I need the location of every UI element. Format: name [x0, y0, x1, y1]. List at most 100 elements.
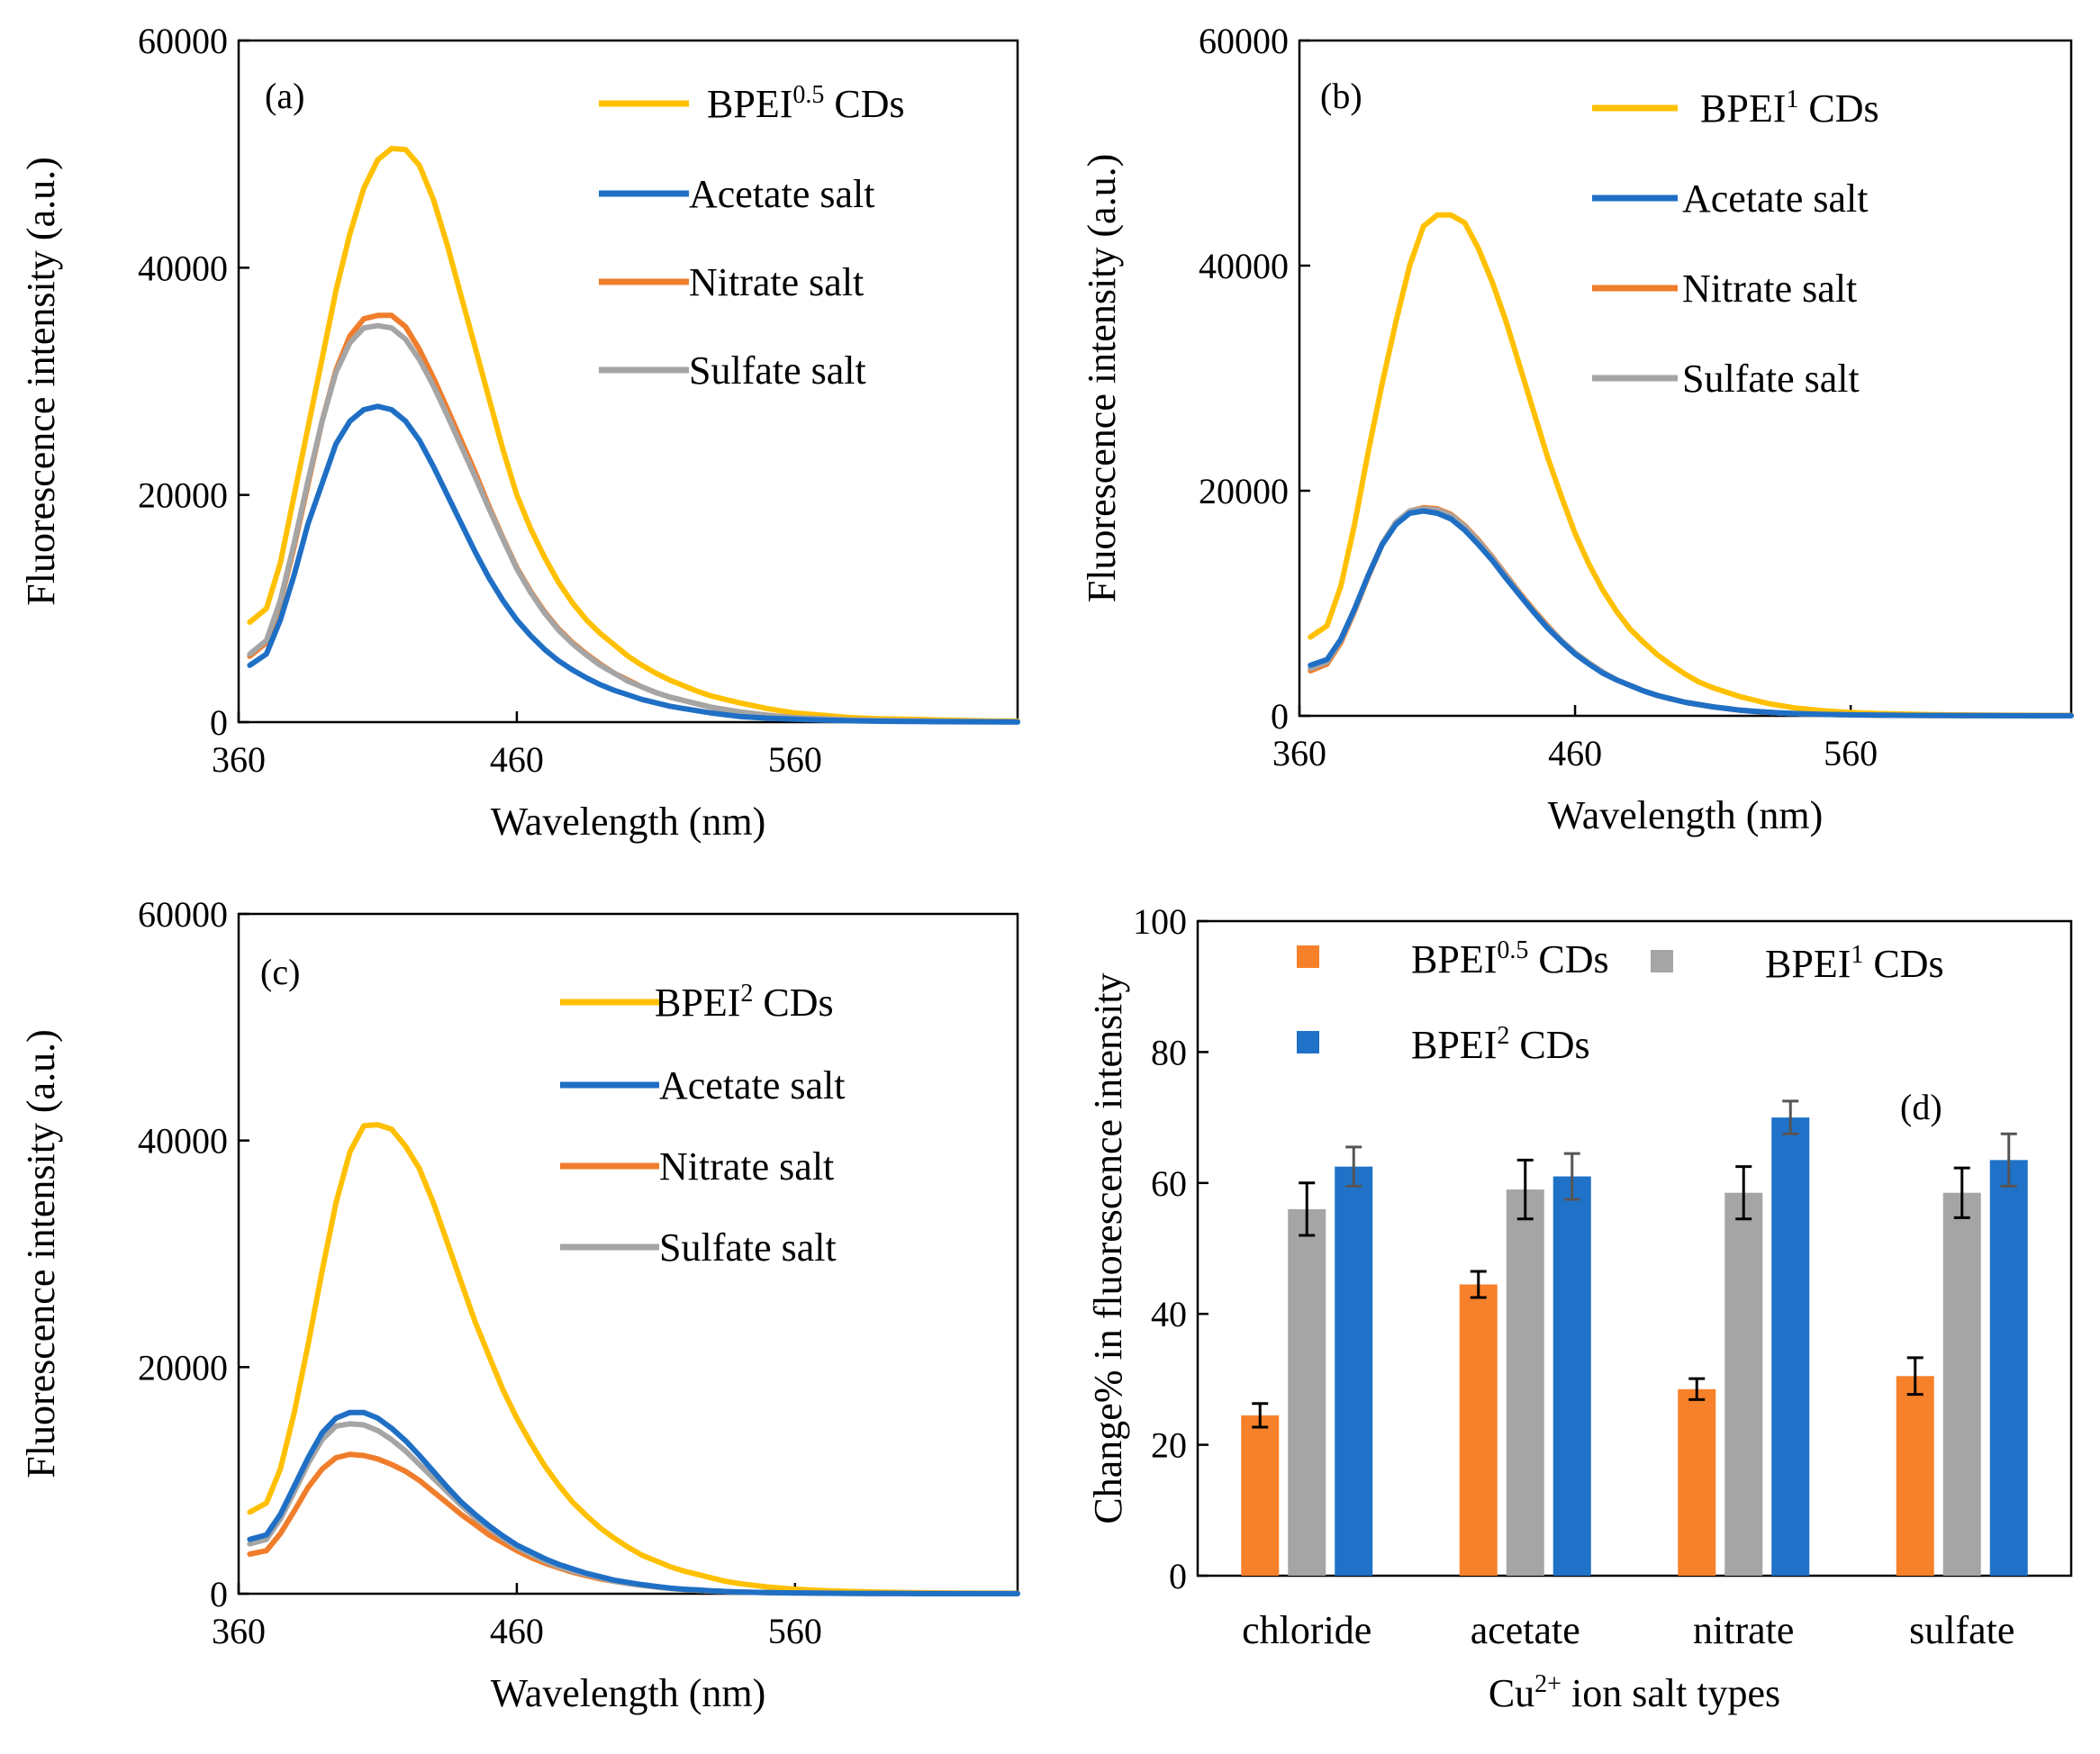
legend-label-1-base: BPEI [707, 82, 792, 126]
bar-nitrate-3 [1771, 1117, 1810, 1576]
legend-label-3: Nitrate salt [689, 260, 864, 304]
x-axis-label-sup: 2+ [1534, 1670, 1561, 1698]
legend-label-1: BPEI0.5 CDs [1411, 936, 1609, 981]
y-tick-label: 20000 [1199, 471, 1289, 511]
x-tick-label: 460 [490, 1611, 544, 1651]
series-line-1 [247, 145, 1020, 724]
plot-frame [1298, 39, 2073, 718]
series-line-1 [247, 1122, 1020, 1596]
legend-label-1-sup: 2 [740, 980, 753, 1008]
plot-frame [237, 912, 1019, 1596]
y-tick-label: 40 [1151, 1294, 1187, 1334]
legend-label-4: Sulfate salt [689, 348, 866, 393]
y-tick-label: 60000 [1199, 21, 1289, 61]
y-axis-label: Change% in fluorescence intensity [1086, 972, 1130, 1523]
y-tick-label: 60 [1151, 1163, 1187, 1204]
x-axis-label: Cu2+ ion salt types [1489, 1670, 1780, 1715]
series-line-3 [1308, 504, 2074, 719]
legend-label-1-suffix: CDs [753, 981, 833, 1025]
legend-label-1-sup: 0.5 [792, 81, 824, 109]
bar-chloride-1 [1241, 1415, 1280, 1576]
bar-sulfate-1 [1896, 1376, 1934, 1576]
legend-label-2-suffix: CDs [1863, 942, 1943, 986]
x-axis-label: Wavelength (nm) [491, 1671, 766, 1715]
bar-acetate-2 [1506, 1189, 1544, 1576]
y-tick-label: 40000 [138, 248, 228, 288]
legend-label-2-base: BPEI [1765, 942, 1851, 986]
y-tick-label: 60000 [138, 894, 228, 935]
y-tick-label: 80 [1151, 1032, 1187, 1072]
legend-label-2: Acetate salt [689, 172, 874, 216]
y-tick-label: 40000 [138, 1121, 228, 1162]
x-tick-label: 460 [490, 739, 544, 780]
series-line-2 [1308, 508, 2074, 719]
series-line-3 [247, 1451, 1020, 1596]
x-tick-label: 460 [1548, 733, 1602, 773]
x-axis-label: Wavelength (nm) [491, 800, 766, 844]
legend-label-2-base: Acetate salt [1682, 176, 1868, 221]
bar-nitrate-2 [1724, 1192, 1763, 1576]
bar-chloride-3 [1335, 1166, 1373, 1576]
legend-label-1-sup: 1 [1786, 86, 1798, 113]
legend-swatch-3 [1297, 1031, 1319, 1053]
x-axis-label-base: Cu [1489, 1671, 1534, 1715]
bar-acetate-1 [1459, 1284, 1498, 1576]
legend-label-1: BPEI2 CDs [655, 980, 834, 1025]
series-line-2 [247, 1409, 1020, 1596]
y-tick-label: 60000 [138, 21, 228, 61]
y-axis-label: Fluorescence intensity (a.u.) [1080, 154, 1124, 603]
legend-label-3: BPEI2 CDs [1411, 1022, 1590, 1067]
y-tick-label: 20000 [138, 475, 228, 516]
legend-label-2: Acetate salt [1682, 176, 1868, 221]
panel-letter: (a) [265, 76, 304, 116]
y-axis-label: Fluorescence intensity (a.u.) [19, 1029, 63, 1478]
y-tick-label: 100 [1133, 901, 1187, 942]
legend-label-3: Nitrate salt [1682, 267, 1857, 311]
legend-label-1-suffix: CDs [1798, 86, 1878, 131]
y-tick-label: 40000 [1199, 246, 1289, 286]
y-tick-label: 20 [1151, 1425, 1187, 1466]
y-axis-label: Fluorescence intensity (a.u.) [19, 157, 63, 606]
legend-label-1-base: BPEI [1411, 937, 1497, 981]
series-line-4 [247, 1421, 1020, 1596]
legend-label-3-base: Nitrate salt [659, 1144, 834, 1189]
legend-swatch-2 [1651, 950, 1673, 972]
x-category-label: chloride [1242, 1608, 1371, 1652]
legend-label-3-base: BPEI [1411, 1023, 1497, 1067]
y-tick-label: 20000 [138, 1347, 228, 1388]
bar-sulfate-3 [1989, 1160, 2028, 1576]
series-line-2 [247, 403, 1020, 725]
x-axis-label-rest: ion salt types [1561, 1671, 1780, 1715]
legend-label-1-sup: 0.5 [1497, 936, 1528, 964]
legend-label-1-base: BPEI [1700, 86, 1786, 131]
legend-label-4-base: Sulfate salt [1682, 357, 1860, 401]
legend-label-3-suffix: CDs [1509, 1023, 1589, 1067]
y-tick-label: 0 [210, 702, 228, 743]
legend-swatch-1 [1297, 945, 1319, 968]
x-axis-label: Wavelength (nm) [1548, 793, 1824, 837]
legend-label-1-base: BPEI [655, 981, 740, 1025]
bar-chloride-2 [1288, 1208, 1326, 1576]
bar-nitrate-1 [1678, 1388, 1716, 1576]
plot-frame [237, 39, 1019, 724]
bar-sulfate-2 [1942, 1192, 1981, 1576]
x-tick-label: 560 [1824, 733, 1878, 773]
legend-label-1-suffix: CDs [824, 82, 904, 126]
legend-label-4-base: Sulfate salt [659, 1225, 837, 1270]
legend-label-1: BPEI1 CDs [1700, 86, 1879, 131]
legend-label-3-base: Nitrate salt [1682, 267, 1857, 311]
bar-acetate-3 [1552, 1176, 1591, 1576]
x-category-label: acetate [1471, 1608, 1580, 1652]
legend-label-4: Sulfate salt [1682, 357, 1860, 401]
series-line-4 [1308, 506, 2074, 719]
legend-label-2-sup: 1 [1851, 941, 1863, 969]
legend-label-1: BPEI0.5 CDs [707, 81, 905, 126]
legend-label-4-base: Sulfate salt [689, 348, 866, 393]
x-category-label: sulfate [1909, 1608, 2014, 1652]
legend-label-2: Acetate salt [659, 1063, 845, 1108]
legend-label-3-sup: 2 [1497, 1022, 1509, 1050]
